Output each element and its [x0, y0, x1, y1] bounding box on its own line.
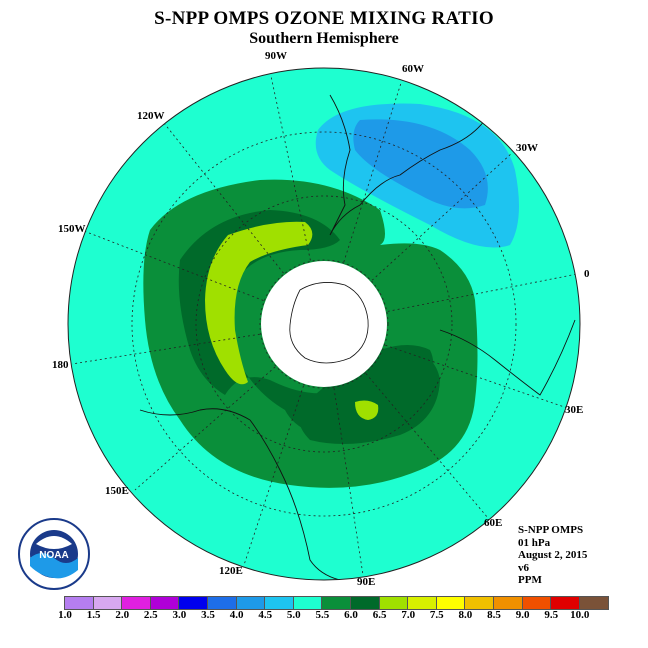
- colorbar-tick-label: 8.5: [487, 609, 501, 621]
- region-6.0-6.5-east: [355, 400, 379, 420]
- colorbar-tick-label: 7.0: [401, 609, 416, 621]
- colorbar-swatch: [150, 597, 180, 609]
- info-version: v6: [518, 561, 529, 574]
- region-3.5-4.0: [353, 119, 488, 209]
- lon-label-120e: 120E: [219, 565, 243, 577]
- colorbar-tick-label: 5.5: [315, 609, 330, 621]
- info-date: August 2, 2015: [518, 549, 588, 561]
- colorbar-tick-label: 1.0: [58, 609, 72, 621]
- svg-text:NOAA: NOAA: [39, 550, 68, 561]
- color-scale-bar: [64, 596, 610, 610]
- colorbar-tick-label: 2.0: [115, 609, 130, 621]
- colorbar-swatch: [436, 597, 466, 609]
- lon-label-90e: 90E: [357, 576, 376, 588]
- graticule: [71, 75, 578, 576]
- colorbar-swatch: [493, 597, 523, 609]
- colorbar-swatch: [322, 597, 351, 609]
- colorbar-swatch: [236, 597, 266, 609]
- colorbar-swatch: [379, 597, 409, 609]
- lon-label-0: 0: [584, 268, 590, 280]
- lon-label-180: 180: [52, 359, 69, 371]
- colorbar-swatch: [122, 597, 151, 609]
- antarctica-coastline: [289, 282, 369, 364]
- colorbar-swatch: [522, 597, 552, 609]
- colorbar-swatch: [179, 597, 208, 609]
- colorbar-tick-label: 1.5: [86, 609, 101, 621]
- colorbar-tick-label: 10.0: [570, 609, 590, 621]
- lon-label-90w: 90W: [265, 50, 287, 62]
- colorbar-tick-label: 3.0: [172, 609, 187, 621]
- colorbar-tick-label: 7.5: [429, 609, 444, 621]
- colorbar-tick-label: 5.0: [286, 609, 301, 621]
- colorbar-swatch: [350, 597, 380, 609]
- colorbar-tick-label: 6.5: [372, 609, 387, 621]
- colorbar-swatch: [551, 597, 580, 609]
- colorbar-swatch: [65, 597, 94, 609]
- colorbar-swatch: [93, 597, 123, 609]
- info-instrument: S-NPP OMPS: [518, 524, 584, 536]
- colorbar-tick-label: 9.0: [515, 609, 530, 621]
- map-subtitle: Southern Hemisphere: [249, 30, 399, 47]
- lon-label-150e: 150E: [105, 485, 129, 497]
- lon-label-150w: 150W: [58, 223, 86, 235]
- colorbar-swatch: [408, 597, 437, 609]
- map-border: [67, 67, 581, 581]
- region-6.0-6.5-west: [205, 221, 313, 385]
- colorbar-tick-label: 6.0: [344, 609, 358, 621]
- colorbar-tick-label: 4.5: [258, 609, 273, 621]
- colorbar-tick-label: 8.0: [458, 609, 473, 621]
- info-units: PPM: [518, 574, 542, 586]
- lon-label-30e: 30E: [565, 404, 584, 416]
- lon-label-60w: 60W: [402, 63, 424, 75]
- colorbar-tick-label: 9.5: [544, 609, 559, 621]
- lon-label-120w: 120W: [137, 110, 165, 122]
- colorbar-swatch: [465, 597, 494, 609]
- product-info: S-NPP OMPS 01 hPa August 2, 2015 v6 PPM: [518, 524, 587, 587]
- colorbar-swatch: [579, 597, 609, 609]
- colorbar-tick-label: 3.5: [201, 609, 215, 621]
- colorbar-swatch: [207, 597, 237, 609]
- colorbar-tick-label: 4.0: [229, 609, 244, 621]
- lon-label-30w: 30W: [516, 142, 538, 154]
- noaa-logo: NOAA: [18, 518, 90, 590]
- region-5.5-6.0-east: [298, 350, 440, 444]
- info-level: 01 hPa: [518, 536, 551, 549]
- colorbar-tick-label: 2.5: [143, 609, 158, 621]
- colorbar-swatch: [293, 597, 323, 609]
- lon-label-60e: 60E: [484, 517, 503, 529]
- colorbar-swatch: [265, 597, 294, 609]
- map-title: S-NPP OMPS OZONE MIXING RATIO: [154, 8, 494, 29]
